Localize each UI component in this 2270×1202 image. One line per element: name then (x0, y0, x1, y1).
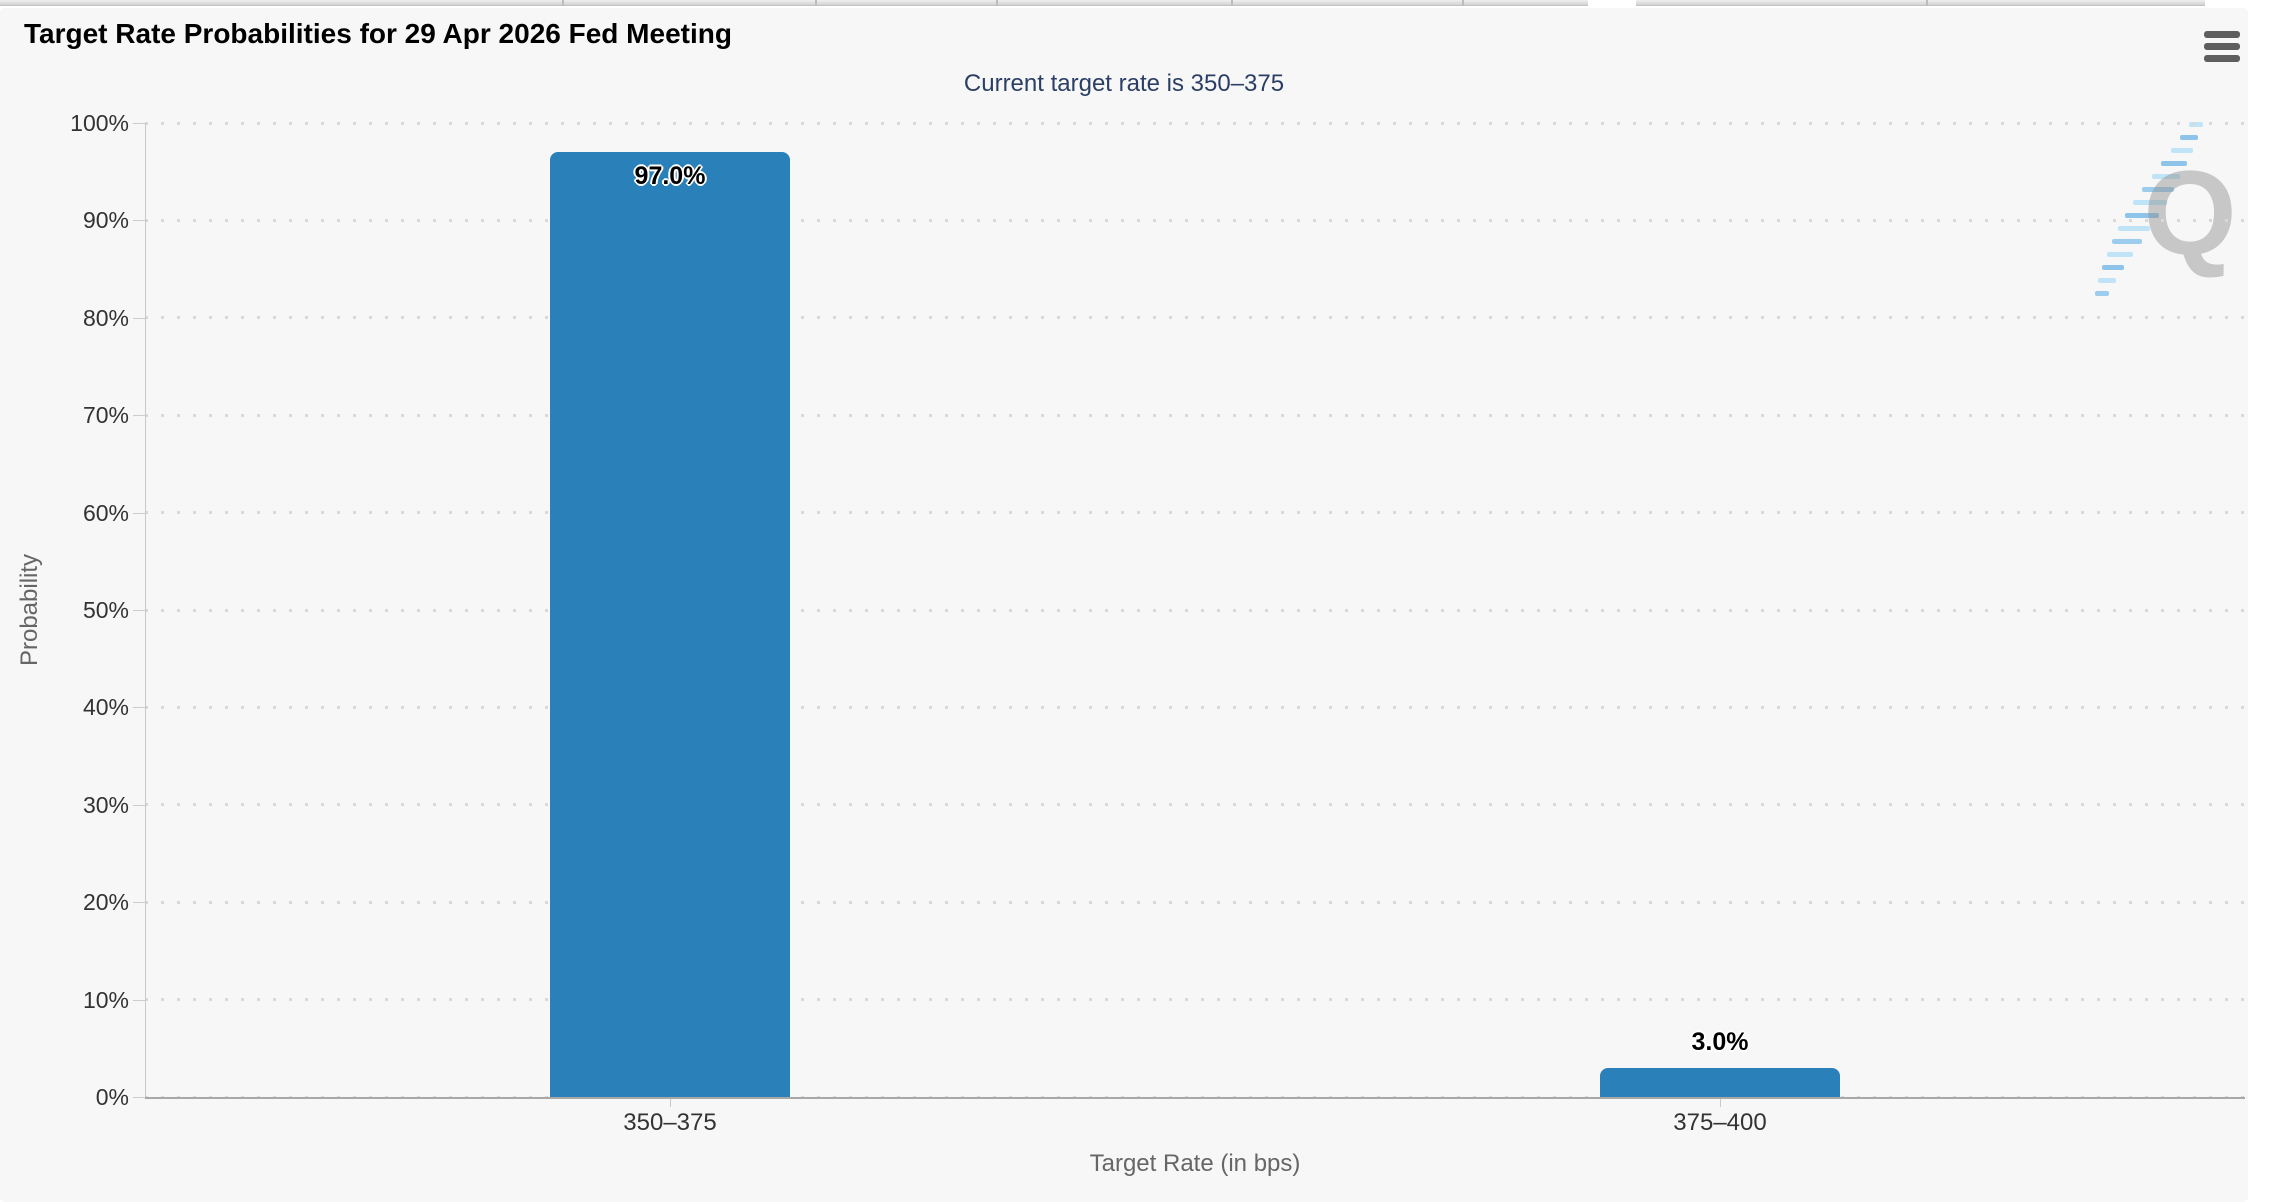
y-axis-tick (133, 804, 145, 806)
tab-strip-segment[interactable] (0, 0, 1588, 6)
y-axis-tick (133, 220, 145, 222)
y-axis-title: Probability (16, 553, 43, 667)
tab-separator (1462, 0, 1464, 6)
gridline (145, 803, 2245, 807)
tab-strip-segment[interactable] (1636, 0, 2205, 6)
x-axis-tick (670, 1099, 671, 1107)
gridline (145, 705, 2245, 709)
tab-separator (1926, 0, 1928, 6)
y-axis-tick (133, 610, 145, 611)
chart-context-menu-button[interactable] (2204, 31, 2240, 67)
x-axis-category-label: 350–375 (623, 1109, 717, 1136)
x-axis-title: Target Rate (in bps) (1089, 1150, 1301, 1177)
y-axis-tick (133, 999, 145, 1001)
y-axis-label: 10% (82, 986, 129, 1013)
x-axis-tick (1720, 1099, 1721, 1107)
y-axis-label: 90% (82, 207, 129, 234)
gridline (145, 316, 2245, 320)
y-axis-label: 20% (82, 889, 129, 916)
gridline (145, 608, 2245, 612)
y-axis-tick (133, 317, 145, 319)
x-axis-line (145, 1097, 2245, 1099)
gridline (145, 900, 2245, 904)
tab-separator (996, 0, 998, 6)
y-axis-label: 50% (82, 597, 129, 623)
hamburger-icon (2204, 55, 2240, 62)
gridline (145, 413, 2245, 417)
chart-title: Target Rate Probabilities for 29 Apr 202… (24, 18, 732, 49)
gridline (145, 121, 2245, 125)
y-axis-tick (133, 415, 145, 417)
y-axis-label: 30% (82, 791, 129, 818)
y-axis-label: 70% (82, 402, 129, 429)
y-axis-label: 40% (82, 694, 129, 721)
x-axis-category-label: 375–400 (1673, 1109, 1767, 1136)
q-watermark-logo: Q (2095, 122, 2237, 296)
tab-separator (1231, 0, 1233, 6)
bar-value-label: 3.0% (1691, 1027, 1749, 1056)
y-axis-tick (133, 1097, 145, 1098)
chart-subtitle: Current target rate is 350–375 (963, 70, 1285, 97)
hamburger-icon (2204, 31, 2240, 38)
tab-separator (815, 0, 817, 6)
y-axis-tick (133, 512, 145, 514)
chart-card: Target Rate Probabilities for 29 Apr 202… (0, 8, 2248, 1202)
hamburger-icon (2204, 43, 2240, 50)
series-bar[interactable] (550, 152, 790, 1097)
y-axis-label: 60% (82, 499, 129, 526)
y-axis-label: 0% (95, 1084, 129, 1110)
y-axis-tick (133, 123, 145, 124)
y-axis-label: 80% (82, 304, 129, 331)
tab-strip (0, 0, 2270, 6)
y-axis-tick (133, 902, 145, 904)
y-axis-tick (133, 707, 145, 709)
gridline (145, 511, 2245, 515)
y-axis-label: 100% (70, 110, 129, 136)
y-axis-line (145, 123, 146, 1097)
series-bar[interactable] (1600, 1067, 1840, 1097)
gridline (145, 218, 2245, 222)
svg-text:Q: Q (2143, 146, 2236, 280)
gridline (145, 998, 2245, 1002)
bar-value-label: 97.0% (634, 162, 706, 191)
tab-separator (562, 0, 564, 6)
